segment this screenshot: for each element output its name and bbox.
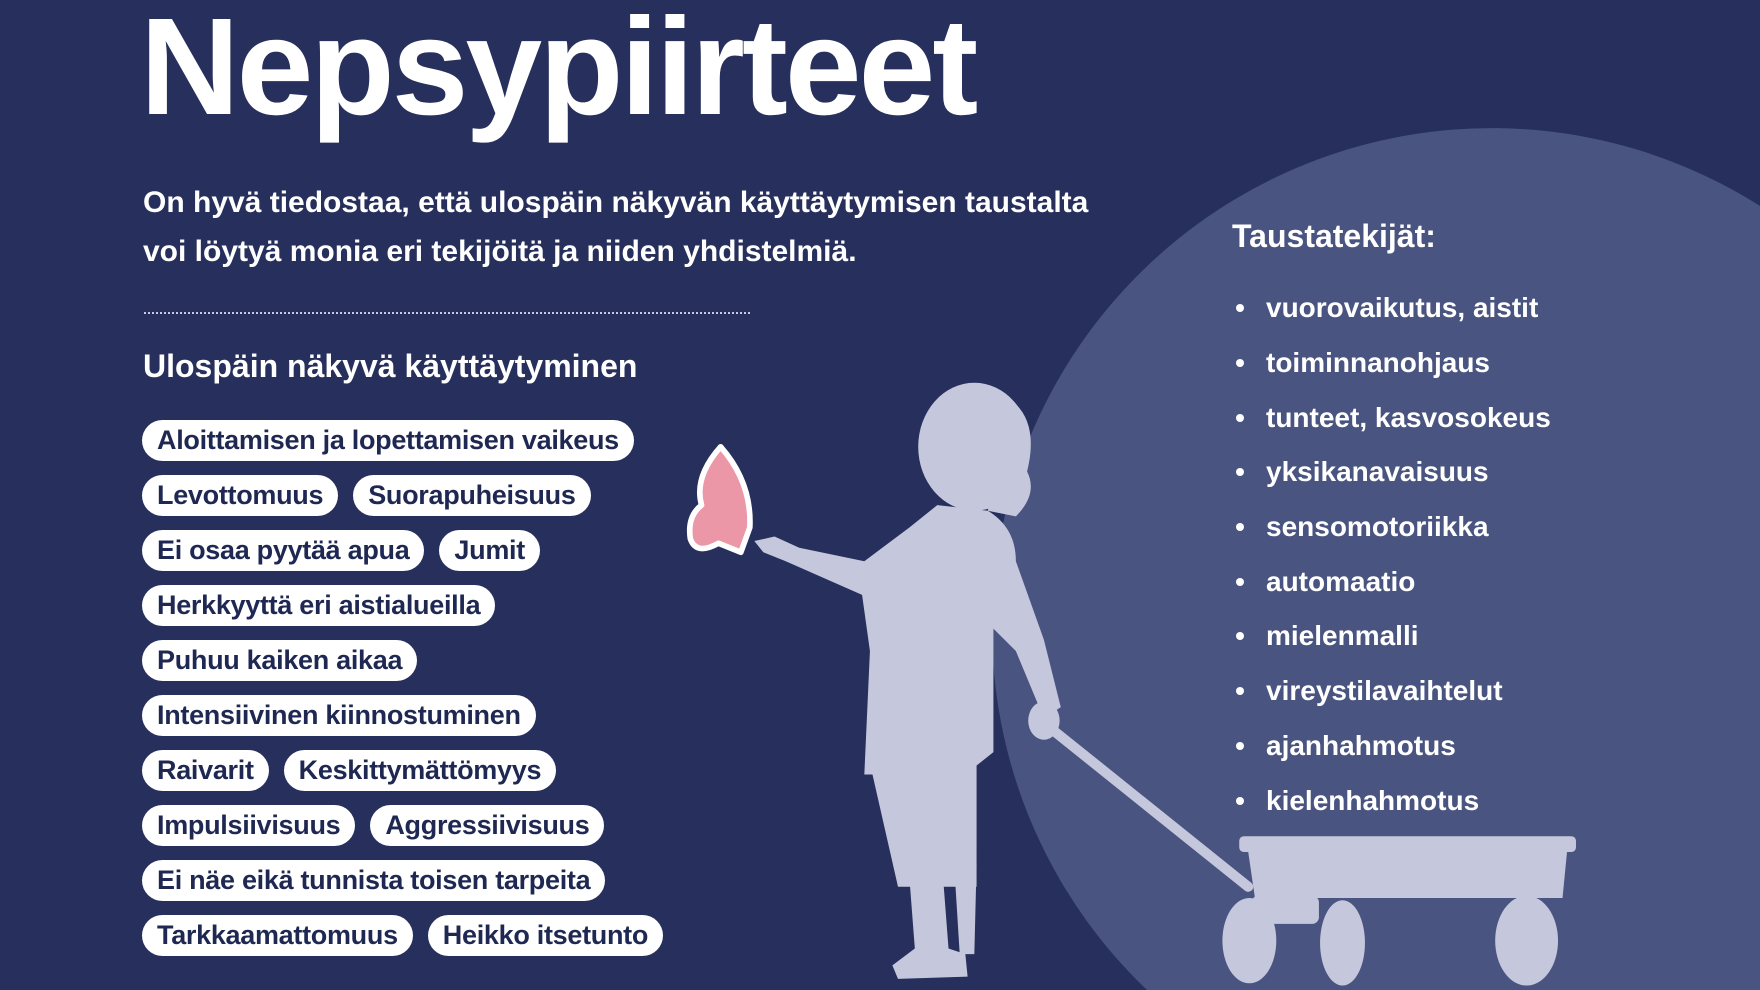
- factor-item: vireystilavaihtelut: [1236, 664, 1551, 719]
- factor-label: ajanhahmotus: [1266, 729, 1456, 761]
- behavior-pill: Suorapuheisuus: [353, 475, 591, 516]
- behavior-pill: Ei näe eikä tunnista toisen tarpeita: [142, 860, 606, 901]
- behavior-pill: Aloittamisen ja lopettamisen vaikeus: [142, 420, 634, 461]
- factor-item: yksikanavaisuus: [1236, 445, 1551, 500]
- factors-heading: Taustatekijät:: [1232, 218, 1436, 254]
- behavior-pill: Aggressiivisuus: [370, 805, 605, 846]
- pill-row: Tarkkaamattomuus Heikko itsetunto: [142, 915, 762, 970]
- behavior-pill: Ei osaa pyytää apua: [142, 530, 425, 571]
- factor-label: vuorovaikutus, aistit: [1266, 292, 1539, 324]
- factor-item: toiminnanohjaus: [1236, 336, 1551, 391]
- bullet-icon: [1236, 468, 1244, 477]
- pill-row: Raivarit Keskittymättömyys: [142, 750, 762, 805]
- behavior-pill: Impulsiivisuus: [142, 805, 356, 846]
- intro-text: On hyvä tiedostaa, että ulospäin näkyvän…: [143, 186, 1089, 268]
- factor-item: vuorovaikutus, aistit: [1236, 281, 1551, 336]
- factor-label: kielenhahmotus: [1266, 784, 1480, 816]
- factor-item: automaatio: [1236, 554, 1551, 609]
- bullet-icon: [1236, 304, 1244, 313]
- page-title: Nepsypiirteet: [140, 0, 978, 144]
- pill-row: Puhuu kaiken aikaa: [142, 640, 762, 695]
- factor-label: toiminnanohjaus: [1266, 347, 1490, 379]
- behavior-pill: Puhuu kaiken aikaa: [142, 640, 418, 681]
- bullet-icon: [1236, 796, 1244, 805]
- pill-row: Ei osaa pyytää apua Jumit: [142, 530, 762, 585]
- behavior-pill: Jumit: [439, 530, 540, 571]
- bullet-icon: [1236, 687, 1244, 696]
- pill-row: Ei näe eikä tunnista toisen tarpeita: [142, 860, 762, 915]
- butterfly-icon: [686, 443, 753, 556]
- behavior-heading: Ulospäin näkyvä käyttäytyminen: [143, 348, 638, 384]
- factor-item: ajanhahmotus: [1236, 719, 1551, 774]
- dotted-divider: [144, 312, 750, 314]
- factor-label: sensomotoriikka: [1266, 511, 1489, 543]
- factor-item: tunteet, kasvosokeus: [1236, 390, 1551, 445]
- pill-row: Intensiivinen kiinnostuminen: [142, 695, 762, 750]
- bullet-icon: [1236, 359, 1244, 368]
- factor-item: kielenhahmotus: [1236, 773, 1551, 828]
- factor-label: mielenmalli: [1266, 620, 1419, 652]
- wagon-icon: [1222, 836, 1576, 986]
- factor-label: vireystilavaihtelut: [1266, 675, 1503, 707]
- behavior-pill: Levottomuus: [142, 475, 339, 516]
- pill-row: Herkkyyttä eri aistialueilla: [142, 585, 762, 640]
- background-circle: [992, 128, 1760, 990]
- bullet-icon: [1236, 632, 1244, 641]
- pill-row: Levottomuus Suorapuheisuus: [142, 475, 762, 530]
- behavior-pill: Herkkyyttä eri aistialueilla: [142, 585, 496, 626]
- pill-row: Aloittamisen ja lopettamisen vaikeus: [142, 420, 762, 475]
- bullet-icon: [1236, 741, 1244, 750]
- bullet-icon: [1236, 523, 1244, 532]
- factor-label: automaatio: [1266, 565, 1416, 597]
- wagon-handle: [1044, 722, 1254, 892]
- behavior-pill-list: Aloittamisen ja lopettamisen vaikeus Levo…: [142, 420, 762, 970]
- behavior-pill: Intensiivinen kiinnostuminen: [142, 695, 536, 736]
- bullet-icon: [1236, 413, 1244, 422]
- bullet-icon: [1236, 577, 1244, 586]
- behavior-pill: Heikko itsetunto: [427, 915, 664, 956]
- factors-list: vuorovaikutus, aistit toiminnanohjaus tunt…: [1236, 281, 1551, 828]
- factor-label: yksikanavaisuus: [1266, 456, 1489, 488]
- behavior-pill: Keskittymättömyys: [283, 750, 557, 791]
- child-silhouette-icon: [754, 382, 1061, 979]
- factor-item: mielenmalli: [1236, 609, 1551, 664]
- behavior-pill: Raivarit: [142, 750, 269, 791]
- factor-label: tunteet, kasvosokeus: [1266, 401, 1551, 433]
- behavior-pill: Tarkkaamattomuus: [142, 915, 413, 956]
- pill-row: Impulsiivisuus Aggressiivisuus: [142, 805, 762, 860]
- factor-item: sensomotoriikka: [1236, 500, 1551, 555]
